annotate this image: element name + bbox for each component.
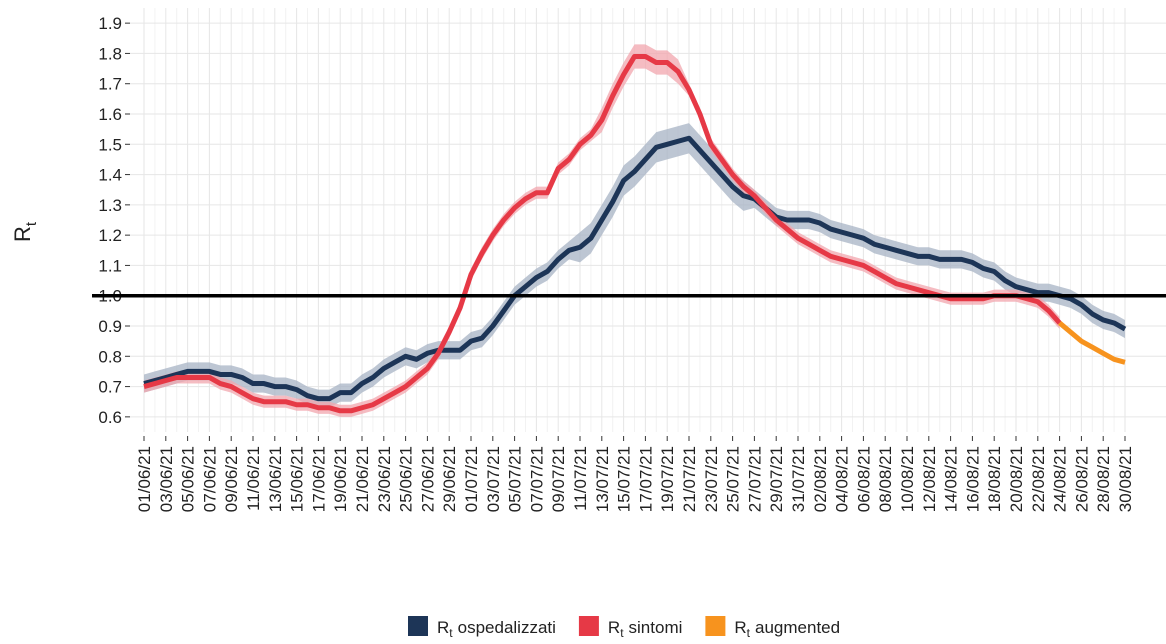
y-axis-label-subscript: t — [23, 221, 40, 226]
x-tick-label: 09/06/21 — [222, 446, 241, 512]
x-tick-label: 01/07/21 — [462, 446, 481, 512]
x-tick-label: 10/08/21 — [898, 446, 917, 512]
y-tick-label: 0.8 — [98, 347, 122, 366]
x-tick-label: 12/08/21 — [920, 446, 939, 512]
legend-label: Rt augmented — [734, 618, 840, 639]
x-tick-label: 01/06/21 — [135, 446, 154, 512]
y-tick-label: 1.4 — [98, 166, 122, 185]
x-tick-label: 25/07/21 — [724, 446, 743, 512]
x-tick-label: 20/08/21 — [1007, 446, 1026, 512]
legend-label: Rt sintomi — [608, 618, 682, 639]
legend-symbol: R — [734, 618, 746, 637]
x-tick-label: 07/06/21 — [200, 446, 219, 512]
x-tick-label: 11/07/21 — [571, 446, 590, 511]
x-tick-label: 23/07/21 — [702, 446, 721, 512]
series-line — [1057, 321, 1126, 365]
x-tick-label: 27/06/21 — [418, 446, 437, 512]
y-tick-label: 1.7 — [98, 75, 122, 94]
x-tick-label: 09/07/21 — [549, 446, 568, 512]
y-tick-label: 1.2 — [98, 226, 122, 245]
y-axis-label: Rt — [10, 221, 40, 242]
plot-area — [130, 8, 1166, 432]
legend-symbol: R — [608, 618, 620, 637]
x-tick-label: 15/07/21 — [615, 446, 634, 512]
y-tick-label: 1.9 — [98, 14, 122, 33]
legend-subscript: t — [620, 626, 624, 639]
legend-symbol: R — [437, 618, 449, 637]
x-tick-label: 30/08/21 — [1116, 446, 1135, 512]
x-tick-label: 02/08/21 — [811, 446, 830, 512]
x-tick-label: 17/06/21 — [309, 446, 328, 512]
series-line — [143, 135, 1127, 402]
x-tick-label: 11/06/21 — [244, 446, 263, 511]
y-tick-label: 1.8 — [98, 44, 122, 63]
x-tick-label: 18/08/21 — [985, 446, 1004, 512]
legend-name: augmented — [755, 618, 840, 637]
legend-subscript: t — [747, 626, 751, 639]
x-tick-label: 23/06/21 — [375, 446, 394, 512]
x-tick-label: 13/07/21 — [593, 446, 612, 512]
y-tick-label: 1.3 — [98, 196, 122, 215]
series-line — [143, 53, 1062, 414]
x-tick-label: 29/07/21 — [767, 446, 786, 512]
x-tick-label: 29/06/21 — [440, 446, 459, 512]
legend-swatch — [705, 616, 726, 636]
x-tick-label: 26/08/21 — [1072, 446, 1091, 512]
y-tick-label: 0.6 — [98, 408, 122, 427]
x-tick-label: 17/07/21 — [636, 446, 655, 512]
legend: Rt ospedalizzati Rt sintomi Rt augmented — [408, 616, 840, 640]
x-tick-label: 07/07/21 — [527, 446, 546, 512]
x-tick-label: 31/07/21 — [789, 446, 808, 512]
legend-swatch — [578, 616, 599, 636]
x-tick-label: 13/06/21 — [266, 446, 285, 512]
x-tick-label: 19/06/21 — [331, 446, 350, 512]
x-tick-label: 05/07/21 — [506, 446, 525, 512]
y-tick-label: 1.6 — [98, 105, 122, 124]
x-tick-label: 25/06/21 — [397, 446, 416, 512]
x-tick-label: 21/07/21 — [680, 446, 699, 512]
x-tick-label: 24/08/21 — [1051, 446, 1070, 512]
y-axis-label-symbol: R — [10, 226, 35, 242]
legend-subscript: t — [449, 626, 453, 639]
x-tick-label: 03/06/21 — [157, 446, 176, 512]
x-tick-label: 06/08/21 — [854, 446, 873, 512]
x-tick-label: 05/06/21 — [179, 446, 198, 512]
x-tick-label: 16/08/21 — [963, 446, 982, 512]
y-tick-label: 1.1 — [98, 256, 122, 275]
x-tick-label: 21/06/21 — [353, 446, 372, 512]
legend-swatch — [408, 616, 428, 636]
x-tick-label: 14/08/21 — [942, 446, 961, 512]
y-tick-label: 0.9 — [98, 317, 122, 336]
y-tick-label: 1.5 — [98, 135, 122, 154]
x-tick-label: 27/07/21 — [745, 446, 764, 512]
legend-name: ospedalizzati — [458, 618, 556, 637]
x-tick-label: 22/08/21 — [1029, 446, 1048, 512]
x-tick-label: 08/08/21 — [876, 446, 895, 512]
x-tick-label: 15/06/21 — [288, 446, 307, 512]
legend-label: Rt ospedalizzati — [437, 618, 556, 639]
x-tick-label: 28/08/21 — [1094, 446, 1113, 512]
x-tick-label: 03/07/21 — [484, 446, 503, 512]
x-tick-label: 04/08/21 — [833, 446, 852, 512]
x-tick-label: 19/07/21 — [658, 446, 677, 512]
y-tick-label: 0.7 — [98, 378, 122, 397]
legend-name: sintomi — [629, 618, 683, 637]
